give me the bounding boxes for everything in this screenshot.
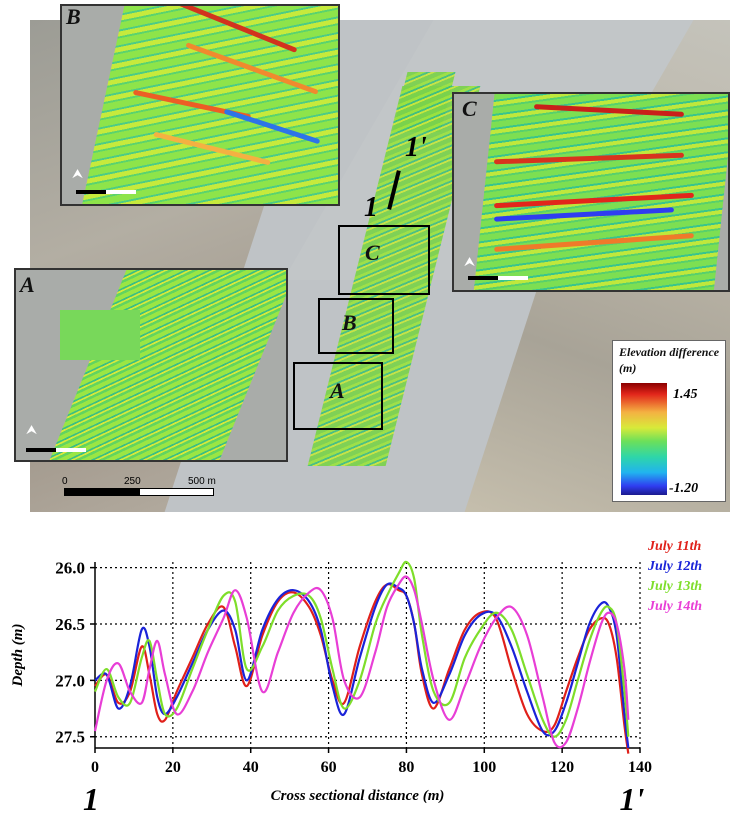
inset-C: C ⮝: [452, 92, 730, 292]
legend-entry-3: July 13th: [647, 579, 702, 594]
y-tick-label: 26.0: [55, 559, 85, 578]
north-arrow-icon: ⮝: [464, 254, 476, 269]
x-tick-label: 0: [91, 759, 99, 776]
inset-C-scale-bar: [468, 276, 528, 280]
legend-max: 1.45: [673, 387, 698, 402]
y-tick-label: 27.0: [55, 671, 85, 690]
x-tick-label: 120: [550, 759, 574, 776]
inset-A: A ⮝: [14, 268, 288, 462]
section-start-label: 1: [364, 192, 378, 223]
north-arrow-icon: ⮝: [72, 166, 84, 181]
series-line-3: [93, 560, 630, 738]
box-C: [338, 225, 430, 295]
x-tick-label: 60: [321, 759, 337, 776]
x-tick-label: 80: [398, 759, 414, 776]
y-tick-label: 27.5: [55, 728, 85, 747]
legend-title: Elevation difference (m): [619, 345, 720, 375]
inset-B: B ⮝: [60, 4, 340, 206]
scale-end: 500 m: [188, 476, 216, 487]
y-tick-label: 26.5: [55, 615, 85, 634]
inset-A-scale-bar: [26, 448, 86, 452]
box-C-label: C: [365, 240, 380, 265]
inset-B-scale-bar: [76, 190, 136, 194]
legend-min: -1.20: [669, 481, 699, 496]
elevation-legend: Elevation difference (m) 1.45 -1.20: [612, 340, 726, 502]
legend-color-ramp: [621, 383, 667, 495]
inset-A-label: A: [20, 272, 35, 297]
section-end-label: 1': [405, 132, 427, 163]
x-tick-label: 20: [165, 759, 181, 776]
depth-profile-chart: 0 20 40 60 80 100 120 140 26.0 26.5 27.0 27.5 Cross …: [0, 539, 754, 824]
series-line-1: [94, 583, 630, 754]
legend-entry-1: July 11th: [647, 540, 702, 554]
section-end-label: 1': [620, 781, 645, 817]
x-tick-label: 40: [243, 759, 259, 776]
inset-C-label: C: [462, 96, 477, 121]
legend-entry-4: July 14th: [647, 599, 702, 614]
inset-A-swath: [45, 270, 286, 460]
map-scale-bar: [64, 488, 214, 498]
series-line-2: [94, 582, 630, 749]
chart-svg: 0 20 40 60 80 100 120 140 26.0 26.5 27.0 27.5 Cross …: [10, 539, 702, 817]
legend-entry-2: July 12th: [647, 559, 702, 574]
north-arrow-icon: ⮝: [26, 422, 38, 437]
x-tick-label: 140: [628, 759, 652, 776]
box-B: [318, 298, 394, 354]
scale-mid: 250: [124, 476, 141, 487]
x-axis-label: Cross sectional distance (m): [271, 788, 445, 804]
box-A: [293, 362, 383, 430]
x-tick-label: 100: [472, 759, 496, 776]
inset-B-label: B: [66, 4, 81, 29]
y-axis-label: Depth (m): [10, 624, 26, 688]
box-A-label: A: [330, 378, 345, 403]
section-start-label: 1: [83, 781, 99, 817]
box-B-label: B: [342, 310, 357, 335]
series-line-4: [93, 575, 630, 749]
scale-zero: 0: [62, 476, 68, 487]
